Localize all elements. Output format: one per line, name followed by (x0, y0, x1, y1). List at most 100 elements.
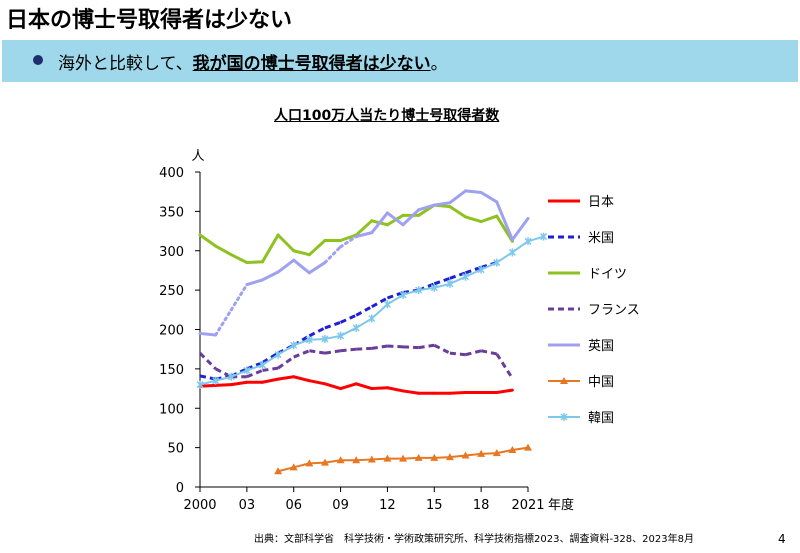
series-segment (385, 211, 405, 227)
series-segment (261, 351, 279, 364)
data-point (274, 350, 282, 359)
series-segment (260, 270, 280, 282)
series-segment (464, 189, 483, 194)
data-point (212, 376, 220, 385)
legend-label: フランス (588, 303, 640, 318)
series-韓国 (196, 232, 548, 389)
x-tick-label: 09 (332, 498, 349, 513)
data-point (414, 453, 423, 461)
series-segment (292, 338, 311, 347)
series-segment (355, 458, 373, 462)
series-segment (386, 291, 404, 300)
series-segment (464, 452, 483, 457)
series-segment (356, 346, 372, 351)
series-segment (323, 245, 343, 265)
legend-label: 日本 (588, 195, 614, 210)
data-point (289, 463, 298, 471)
y-axis-unit: 人 (191, 149, 204, 164)
series-segment (292, 258, 311, 275)
series-segment (479, 214, 499, 224)
data-point (508, 248, 516, 257)
series-segment (230, 369, 248, 378)
summary-suffix: 。 (430, 54, 448, 74)
x-tick-label: 06 (285, 498, 302, 513)
series-segment (229, 253, 249, 265)
series-segment (402, 345, 419, 350)
series-segment (448, 189, 468, 205)
legend-label: 米国 (588, 231, 614, 246)
summary-text: 海外と比較して、我が国の博士号取得者は少ない。 (58, 49, 448, 74)
series-segment (324, 349, 341, 355)
series-segment (308, 326, 326, 338)
series-segment (308, 337, 326, 341)
series-segment (417, 203, 436, 212)
data-point (258, 360, 267, 369)
series-segment (511, 446, 529, 451)
series-segment (292, 249, 311, 257)
data-point (321, 334, 329, 343)
data-point (524, 237, 532, 246)
y-tick-label: 300 (159, 245, 184, 260)
data-point (196, 380, 204, 389)
series-segment (262, 366, 279, 372)
data-point (383, 454, 392, 462)
x-tick-label: 18 (473, 498, 490, 513)
data-point (352, 323, 360, 332)
series-segment (402, 289, 420, 296)
series-segment (432, 201, 452, 207)
series-segment (401, 389, 421, 395)
series-segment (308, 461, 326, 465)
series-segment (370, 211, 389, 235)
series-segment (339, 382, 358, 391)
series-segment (402, 456, 420, 460)
series-segment (214, 383, 233, 387)
series-segment (198, 352, 217, 370)
series-segment (371, 344, 388, 350)
page-title: 日本の博士号取得者は少ない (6, 8, 293, 33)
y-tick-label: 400 (159, 166, 184, 181)
series-segment (448, 205, 468, 219)
series-segment (340, 347, 357, 353)
series-segment (480, 452, 498, 455)
series-segment (245, 260, 264, 265)
series-segment (339, 313, 357, 324)
series-segment (464, 268, 483, 278)
series-segment (354, 219, 374, 237)
x-axis-unit: 年度 (548, 497, 574, 513)
data-point (367, 455, 376, 463)
x-tick-label: 03 (239, 498, 256, 513)
data-point (493, 258, 501, 267)
series-segment (214, 375, 233, 382)
data-point (430, 453, 439, 461)
series-segment (323, 382, 343, 391)
legend-item: 日本 (548, 195, 614, 210)
series-segment (433, 282, 451, 289)
series-segment (246, 369, 264, 379)
data-point (305, 335, 313, 344)
legend-item: 英国 (548, 339, 614, 354)
data-point (430, 283, 438, 292)
series-segment (323, 334, 342, 340)
series-segment (339, 326, 358, 337)
series-segment (324, 320, 342, 330)
series-segment (465, 349, 482, 357)
series-フランス (198, 343, 514, 380)
legend-label: 英国 (588, 339, 614, 354)
x-tick-label: 15 (426, 498, 443, 513)
series-segment (464, 215, 483, 224)
series-segment (527, 235, 545, 243)
data-point (274, 467, 283, 475)
page-number: 4 (778, 532, 786, 546)
series-segment (276, 258, 296, 274)
series-segment (433, 343, 451, 355)
legend-item: ドイツ (548, 267, 627, 282)
series-segment (214, 308, 233, 337)
y-tick-label: 50 (167, 442, 184, 457)
data-point (446, 279, 454, 288)
series-segment (245, 278, 264, 287)
series-segment (214, 244, 233, 257)
series-segment (323, 459, 342, 464)
series-中国 (274, 443, 532, 475)
data-point (445, 453, 454, 461)
source-note: 出典：文部科学省 科学技術・学術政策研究所、科学技術指標2023、調査資料-32… (254, 534, 694, 545)
